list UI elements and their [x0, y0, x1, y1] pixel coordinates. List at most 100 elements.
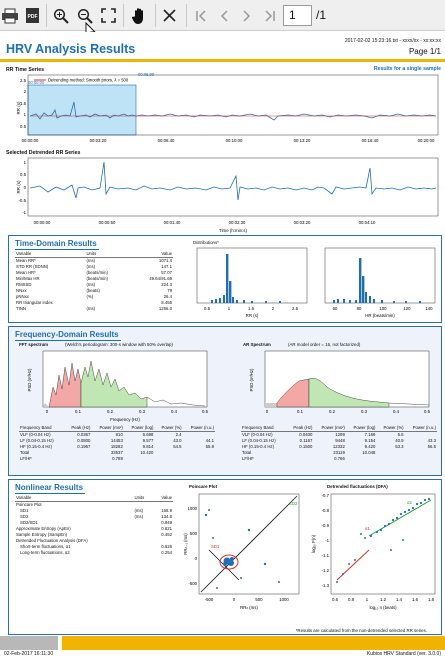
footer-bar	[0, 636, 445, 650]
detrended-xticks: 00:00:00 00:00:50 00:01:40 00:02:30 00:0…	[34, 220, 376, 225]
svg-text:0.4: 0.4	[171, 409, 178, 414]
svg-text:140: 140	[425, 306, 433, 311]
rr-ytick: 2	[24, 89, 27, 94]
prev-page-icon[interactable]	[215, 5, 233, 26]
det-ytick: 0.5	[20, 172, 27, 177]
detrended-label: Selected Detrended RR Series	[6, 150, 81, 156]
rr-histogram-bars	[211, 254, 281, 303]
fit-page-icon[interactable]	[99, 5, 117, 26]
hr-hist-xticks: 60 80 100 120 140	[333, 306, 434, 311]
toolbar: PDF 1 /1	[0, 0, 445, 39]
svg-text:-500: -500	[205, 597, 214, 602]
poincare-yticks: 1000 500 0 -500	[187, 506, 197, 586]
last-page-icon[interactable]	[261, 5, 279, 26]
page-total: /1	[316, 8, 327, 22]
svg-text:1: 1	[366, 597, 369, 602]
det-xtick: 00:00:50	[99, 220, 116, 225]
rr-xtick: 00:06:40	[158, 138, 175, 143]
svg-text:0.3: 0.3	[361, 409, 368, 414]
fft-table: Frequency Band Peak (Hz) Power (ms²) Power …	[19, 425, 215, 462]
zoom-in-icon[interactable]	[52, 5, 70, 26]
frequency-domain-box: Frequency-Domain Results FFT spectrum (W…	[8, 326, 442, 476]
dfa-points	[336, 497, 431, 583]
footer-timestamp: 02-Feb-2017 16:11:30	[4, 651, 54, 657]
selection-window[interactable]	[27, 84, 137, 136]
svg-text:1.4: 1.4	[396, 597, 403, 602]
det-ytick: 0	[24, 185, 27, 190]
svg-text:-1: -1	[325, 538, 329, 543]
svg-text:60: 60	[333, 306, 338, 311]
rr-series-label: RR Time Series	[6, 67, 44, 73]
spectrum-charts: PSD (s²/Hz) 0 0.1 0.2 0.3 0.4 0.5 Freque…	[27, 350, 431, 422]
rr-xtick: 00:10:00	[226, 138, 243, 143]
dfa-ylabel: log₁₀ F(n)	[311, 534, 316, 553]
rr-legend: Detrending method: Smooth priors, λ = 50…	[48, 78, 129, 83]
dfa-xticks: 0.6 0.8 1 1.2 1.4 1.6 1.8	[332, 597, 435, 602]
first-page-icon[interactable]	[192, 5, 210, 26]
det-xtick: 00:03:20	[294, 220, 311, 225]
sd1-label: SD1	[211, 544, 220, 549]
page-number-input[interactable]: 1	[283, 5, 312, 26]
next-page-icon[interactable]	[238, 5, 256, 26]
report-page-label: Page 1/1	[408, 47, 441, 56]
rr-hist-xticks: 0.5 1 1.5 2 2.5	[204, 306, 299, 311]
det-xtick: 00:00:00	[34, 220, 51, 225]
header-band	[0, 59, 445, 62]
table-row: LF (0.04-0.15 Hz) 0.0800 14453 9.577 43.0 44.…	[20, 437, 214, 443]
svg-text:0.8: 0.8	[348, 597, 355, 602]
frequency-domain-heading: Frequency-Domain Results	[15, 330, 119, 339]
fft-ylabel: PSD (s²/Hz)	[27, 368, 32, 391]
table-row: Sample Entropy (SampEn) 0.452	[16, 532, 172, 538]
poincare-ylabel: RRₙ₊₁ (ms)	[183, 533, 188, 555]
table-row: RR triangular index 8.455	[16, 300, 172, 306]
svg-text:1.8: 1.8	[428, 597, 435, 602]
fft-xticks: 0 0.1 0.2 0.3 0.4 0.5	[46, 409, 209, 414]
pdf-icon[interactable]: PDF	[24, 5, 40, 26]
svg-text:1.2: 1.2	[380, 597, 387, 602]
footer-software: Kubios HRV Standard (ver. 3.0.0)	[366, 651, 441, 657]
time-domain-heading: Time-Domain Results	[15, 239, 97, 248]
svg-text:2.5: 2.5	[292, 306, 299, 311]
table-row: LF/HF 0.789	[20, 456, 123, 462]
table-row: LF/HF 0.766	[242, 456, 345, 462]
poincare-xticks: -500 0 500 1000	[205, 597, 290, 602]
nonlinear-box: Nonlinear Results Variable Units Value Poi…	[8, 479, 442, 635]
zoom-out-icon[interactable]	[76, 5, 94, 26]
fft-hf-area	[80, 360, 148, 408]
svg-text:0.5: 0.5	[424, 409, 431, 414]
det-xtick: 00:02:30	[229, 220, 246, 225]
close-icon[interactable]	[160, 5, 178, 26]
alpha2-label: α2	[407, 500, 412, 505]
dfa-xlabel: log₁₀ n (beats)	[369, 605, 397, 610]
det-xtick: 00:04:10	[359, 220, 376, 225]
ar-table: Frequency Band Peak (Hz) Power (ms²) Power …	[241, 425, 437, 462]
det-ytick: -1	[22, 210, 26, 215]
print-icon[interactable]	[0, 5, 20, 26]
table-row: HF (0.15-0.4 Hz) 0.1967 18282 9.814 54.5 55.9	[20, 443, 214, 449]
sd2-label: SD2	[289, 501, 298, 506]
rr-hist-xlabel: RR (s)	[246, 313, 259, 318]
table-row: RMSSD (ms) 224.3	[16, 282, 172, 288]
svg-text:1000: 1000	[279, 597, 289, 602]
report-page: HRV Analysis Results 2017-02-02 15:23:16…	[0, 32, 445, 657]
dfa-plot: α1 α2 log₁₀ F(n) -0.7 -0.8 -0.9 -1 -1.1 …	[311, 493, 436, 610]
report-title: HRV Analysis Results	[6, 42, 136, 56]
svg-text:-1.1: -1.1	[322, 553, 330, 558]
fft-note: (Welch's periodogram: 300-s window with …	[65, 342, 173, 347]
dfa-yticks: -0.7 -0.8 -0.9 -1 -1.1 -1.2 -1.3	[322, 493, 330, 588]
svg-text:500: 500	[190, 531, 198, 536]
rr-ytick: 1.5	[20, 101, 27, 106]
ar-hf-area	[308, 378, 390, 408]
ar-note: (AR model order = 16, not factorized)	[288, 342, 361, 347]
hand-tool-icon[interactable]	[129, 5, 149, 26]
nonlinear-table: Variable Units Value Poincare Plot SD1 (ms)…	[15, 495, 173, 556]
poincare-plot: SD1 SD2 RRₙ₊₁ (ms) 1000 500 0 -500 -500 …	[183, 493, 300, 610]
svg-text:0: 0	[195, 556, 198, 561]
svg-text:0: 0	[233, 597, 236, 602]
poincare-points	[204, 509, 280, 589]
rr-xtick: 00:16:40	[362, 138, 379, 143]
svg-text:100: 100	[379, 306, 387, 311]
svg-text:-0.9: -0.9	[322, 523, 330, 528]
alpha1-label: α1	[365, 526, 370, 531]
svg-text:1000: 1000	[187, 506, 197, 511]
